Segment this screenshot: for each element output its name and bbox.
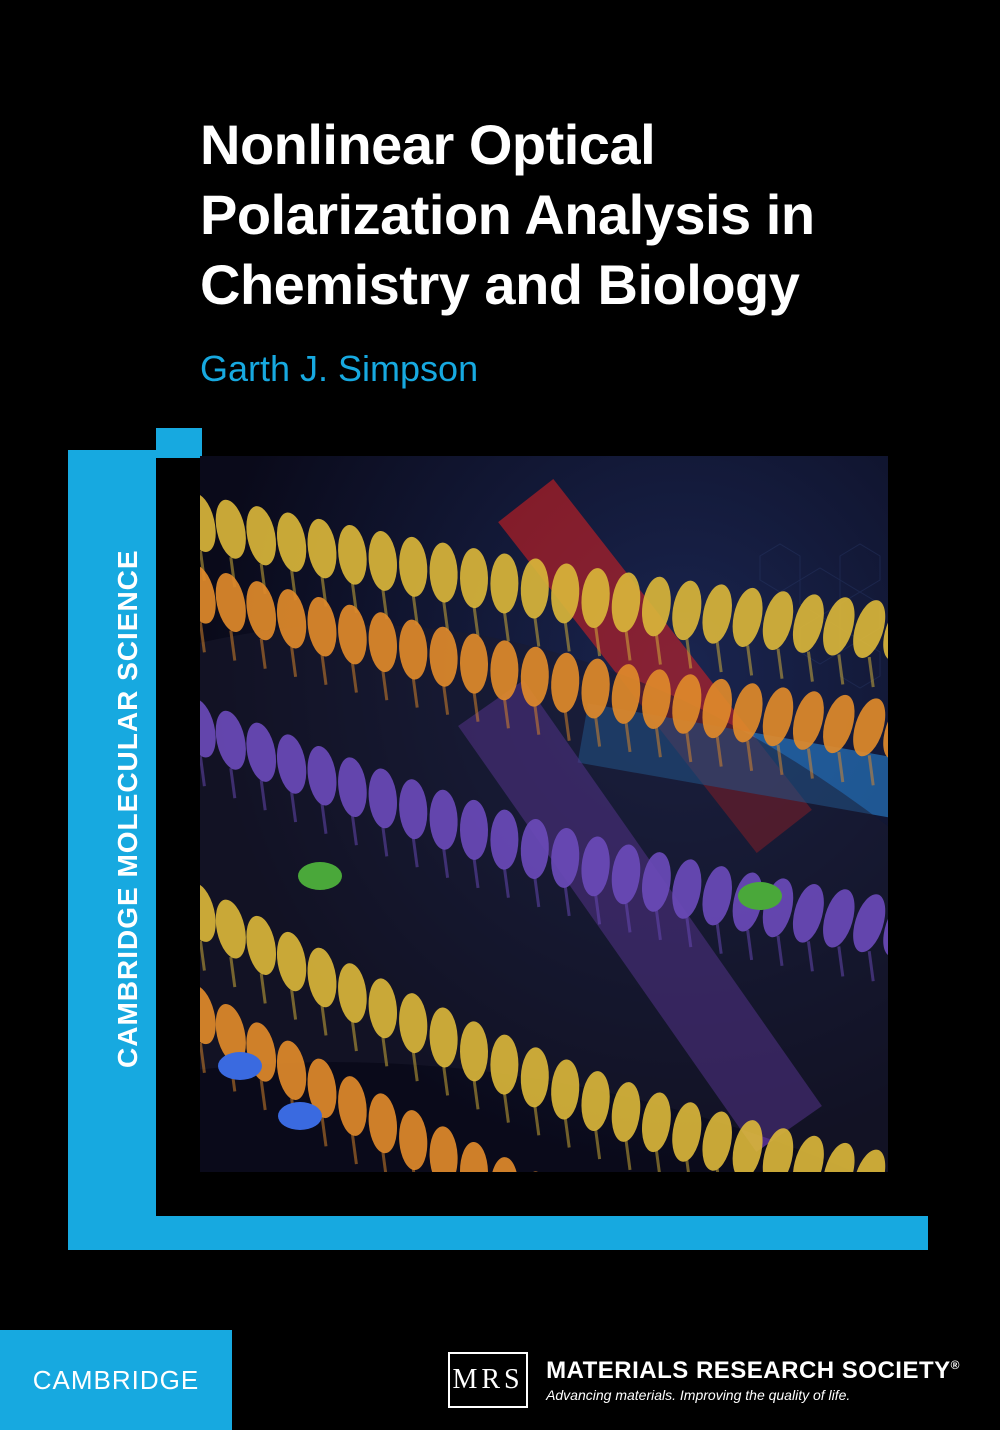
series-frame-horizontal [68,1216,928,1250]
cover-illustration [200,456,888,1172]
author-name: Garth J. Simpson [200,348,910,390]
footer-bar: CAMBRIDGE MRS MATERIALS RESEARCH SOCIETY… [0,1330,1000,1430]
series-frame-tab [156,428,202,458]
society-name: MATERIALS RESEARCH SOCIETY® [546,1357,960,1385]
mrs-logo-icon: MRS [448,1352,528,1408]
series-label: CAMBRIDGE MOLECULAR SCIENCE [112,549,144,1068]
book-title: Nonlinear Optical Polarization Analysis … [200,110,910,320]
society-tagline: Advancing materials. Improving the quali… [546,1387,960,1403]
publisher-badge: CAMBRIDGE [0,1330,232,1430]
society-block: MRS MATERIALS RESEARCH SOCIETY® Advancin… [448,1352,960,1408]
